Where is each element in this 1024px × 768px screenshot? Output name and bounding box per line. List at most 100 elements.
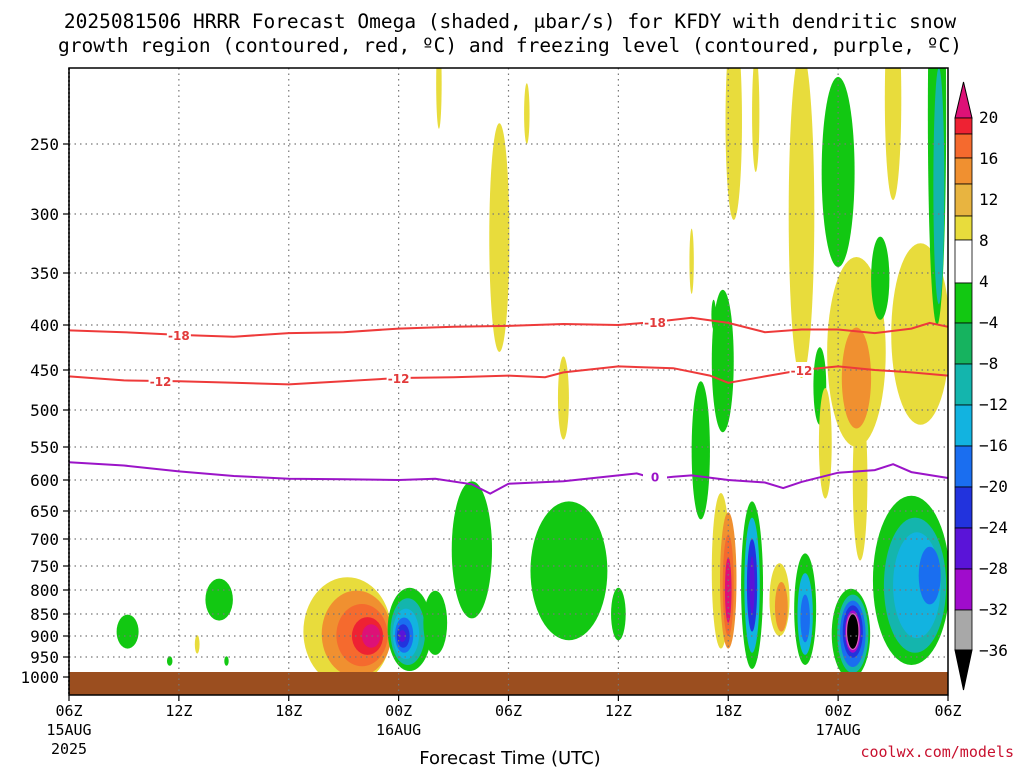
omega-area-45 [788, 68, 815, 378]
colorbar-label-9: −20 [979, 477, 1008, 496]
colorbar-label-2: 12 [979, 190, 998, 209]
x-tick-label-7: 00Z [825, 702, 852, 720]
freezing-level-contour [68, 461, 949, 495]
colorbar-band-9 [954, 404, 973, 447]
ground-surface [69, 672, 948, 695]
colorbar-label-8: −16 [979, 436, 1008, 455]
colorbar-top-arrow [954, 81, 973, 119]
x-tick-label-5: 12Z [605, 702, 632, 720]
colorbar-band-0 [954, 117, 973, 135]
dgz-label-0-1: -18 [644, 316, 666, 330]
x-axis-label: Forecast Time (UTC) [419, 748, 600, 768]
omega-area-0 [116, 614, 139, 649]
omega-area-39 [752, 68, 760, 172]
y-axis: 250 300 350 400 450 500 550 600 650 700 750 800 850 9… [20, 135, 69, 687]
y-tick-label-600: 600 [30, 471, 59, 490]
omega-area-27 [711, 289, 734, 433]
dgz-label-1-0: -12 [150, 375, 172, 389]
omega-area-20 [489, 123, 510, 352]
omega-area-59 [871, 236, 890, 320]
omega-area-26 [691, 381, 710, 520]
x-tick-year-0: 2025 [51, 740, 87, 758]
omega-area-2 [205, 578, 233, 621]
freezing-level-label-0-bg [643, 468, 667, 484]
colorbar-band-11 [954, 486, 973, 529]
colorbar-label-3: 8 [979, 231, 989, 250]
y-tick-label-800: 800 [30, 581, 59, 600]
x-tick-label-0: 06Z [55, 702, 82, 720]
omega-area-1 [166, 656, 173, 666]
y-tick-label-250: 250 [30, 135, 59, 154]
omega-area-28 [689, 228, 694, 294]
colorbar-band-10 [954, 445, 973, 488]
dgz-label-0-0-bg [166, 326, 191, 342]
colorbar-band-5 [954, 239, 973, 284]
omega-area-24 [575, 551, 589, 576]
omega-area-66 [933, 68, 945, 305]
colorbar-label-12: −32 [979, 600, 1008, 619]
y-tick-label-350: 350 [30, 264, 59, 283]
y-tick-label-550: 550 [30, 438, 59, 457]
colorbar-label-10: −24 [979, 518, 1008, 537]
chart-title-line2: growth region (contoured, red, ºC) and f… [58, 34, 962, 57]
y-tick-label-450: 450 [30, 361, 59, 380]
freezing-level-label-0: 0 [651, 471, 659, 485]
temperature-contours: -18 -18 -12 -12 -12 0 [68, 313, 949, 495]
omega-area-22 [530, 501, 608, 641]
dgz-contour--12 [68, 365, 949, 386]
omega-area-47 [818, 388, 832, 499]
omega-area-38 [725, 68, 742, 220]
y-tick-label-900: 900 [30, 627, 59, 646]
colorbar-label-5: −4 [979, 313, 998, 332]
omega-area-23 [557, 356, 569, 440]
omega-area-48 [821, 76, 855, 268]
omega-area-17 [436, 68, 442, 129]
dgz-label-1-2-bg [789, 362, 814, 377]
dgz-label-1-2: -12 [791, 364, 813, 378]
y-tick-label-300: 300 [30, 205, 59, 224]
y-tick-label-700: 700 [30, 530, 59, 549]
y-tick-label-750: 750 [30, 557, 59, 576]
colorbar-label-4: 4 [979, 272, 989, 291]
colorbar-band-1 [954, 133, 973, 159]
omega-area-57 [841, 327, 872, 429]
dgz-label-0-1-bg [643, 313, 667, 329]
colorbar-band-7 [954, 322, 973, 365]
colorbar-label-7: −12 [979, 395, 1008, 414]
omega-area-33 [724, 557, 732, 623]
colorbar-label-0: 20 [979, 108, 998, 127]
colorbar-bottom-arrow [954, 649, 973, 691]
dgz-contour--18 [68, 316, 949, 338]
y-tick-label-950: 950 [30, 648, 59, 667]
omega-area-3 [224, 656, 229, 666]
credit-text: coolwx.com/models [860, 743, 1014, 761]
y-tick-label-650: 650 [30, 502, 59, 521]
omega-area-37 [749, 556, 755, 614]
dgz-label-0-0: -18 [168, 329, 190, 343]
chart-title-line1: 2025081506 HRRR Forecast Omega (shaded, … [64, 10, 956, 33]
colorbar-label-11: −28 [979, 559, 1008, 578]
x-tick-date-0: 15AUG [46, 721, 91, 739]
omega-area-16 [423, 590, 448, 655]
x-tick-label-6: 18Z [715, 702, 742, 720]
colorbar-label-13: −36 [979, 641, 1008, 660]
colorbar-band-6 [954, 282, 973, 324]
x-tick-date-3: 16AUG [376, 721, 421, 739]
x-tick-label-8: 06Z [934, 702, 961, 720]
omega-area-41 [774, 582, 788, 632]
colorbar-label-1: 16 [979, 149, 998, 168]
omega-area-64 [918, 546, 941, 605]
omega-area-4 [194, 635, 200, 654]
y-tick-label-1000: 1000 [20, 668, 59, 687]
omega-area-54 [845, 613, 860, 651]
colorbar-band-8 [954, 363, 973, 406]
colorbar-band-14 [954, 609, 973, 651]
x-tick-label-1: 12Z [165, 702, 192, 720]
omega-area-19 [451, 481, 493, 619]
colorbar-band-3 [954, 183, 973, 217]
dgz-label-1-1: -12 [388, 372, 410, 386]
omega-area-58 [884, 68, 902, 200]
omega-area-44 [800, 594, 810, 643]
